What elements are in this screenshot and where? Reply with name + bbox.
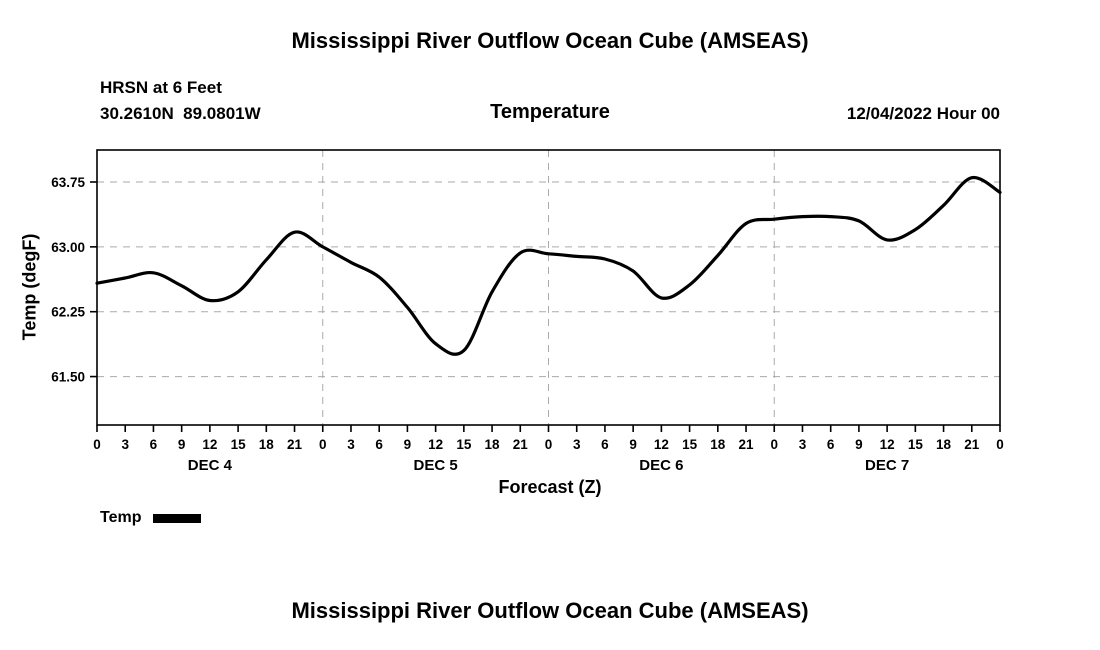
x-day-label: DEC 7: [865, 457, 909, 474]
x-tick-label: 15: [231, 437, 247, 452]
legend-line-swatch: [153, 513, 202, 523]
x-tick-label: 21: [513, 437, 529, 452]
x-tick-label: 12: [202, 437, 217, 452]
run-datetime-label: 12/04/2022 Hour 00: [846, 104, 1000, 123]
x-tick-label: 15: [682, 437, 698, 452]
x-tick-label: 21: [287, 437, 303, 452]
x-tick-label: 18: [485, 437, 501, 452]
x-tick-label: 15: [908, 437, 924, 452]
legend-label: Temp: [100, 509, 142, 526]
x-tick-label: 3: [573, 437, 581, 452]
x-day-label: DEC 5: [414, 457, 458, 474]
y-tick-label: 63.00: [51, 240, 85, 255]
x-tick-label: 12: [428, 437, 443, 452]
x-axis-label: Forecast (Z): [498, 477, 602, 497]
x-day-label: DEC 6: [639, 457, 683, 474]
x-tick-label: 0: [545, 437, 553, 452]
x-tick-label: 0: [770, 437, 778, 452]
x-tick-label: 6: [601, 437, 609, 452]
x-tick-label: 15: [456, 437, 472, 452]
x-tick-label: 21: [739, 437, 755, 452]
y-tick-label: 62.25: [51, 305, 85, 320]
x-tick-label: 0: [319, 437, 327, 452]
x-tick-label: 6: [150, 437, 158, 452]
temp-series-line: [95, 175, 1002, 356]
x-tick-label: 3: [799, 437, 807, 452]
x-tick-label: 12: [654, 437, 669, 452]
x-tick-label: 21: [964, 437, 980, 452]
page-title: Mississippi River Outflow Ocean Cube (AM…: [291, 28, 809, 53]
x-tick-label: 18: [936, 437, 952, 452]
legend: Temp: [100, 509, 202, 527]
x-tick-label: 18: [710, 437, 726, 452]
x-tick-label: 9: [629, 437, 637, 452]
x-day-label: DEC 4: [188, 457, 233, 474]
y-tick-label: 61.50: [51, 370, 85, 385]
x-tick-label: 3: [347, 437, 355, 452]
x-tick-label: 0: [93, 437, 101, 452]
x-tick-label: 9: [178, 437, 186, 452]
x-tick-label: 0: [996, 437, 1004, 452]
variable-title: Temperature: [490, 101, 610, 123]
x-tick-label: 18: [259, 437, 275, 452]
y-tick-label: 63.75: [51, 175, 85, 190]
x-tick-label: 3: [121, 437, 129, 452]
x-tick-label: 9: [404, 437, 412, 452]
x-tick-label: 9: [855, 437, 863, 452]
y-axis-label: Temp (degF): [19, 233, 40, 341]
x-tick-label: 12: [880, 437, 895, 452]
coordinates-label: 30.2610N 89.0801W: [100, 104, 261, 123]
x-tick-label: 6: [827, 437, 835, 452]
x-tick-label: 6: [375, 437, 383, 452]
station-label: HRSN at 6 Feet: [100, 78, 222, 97]
footer-title: Mississippi River Outflow Ocean Cube (AM…: [291, 598, 809, 623]
